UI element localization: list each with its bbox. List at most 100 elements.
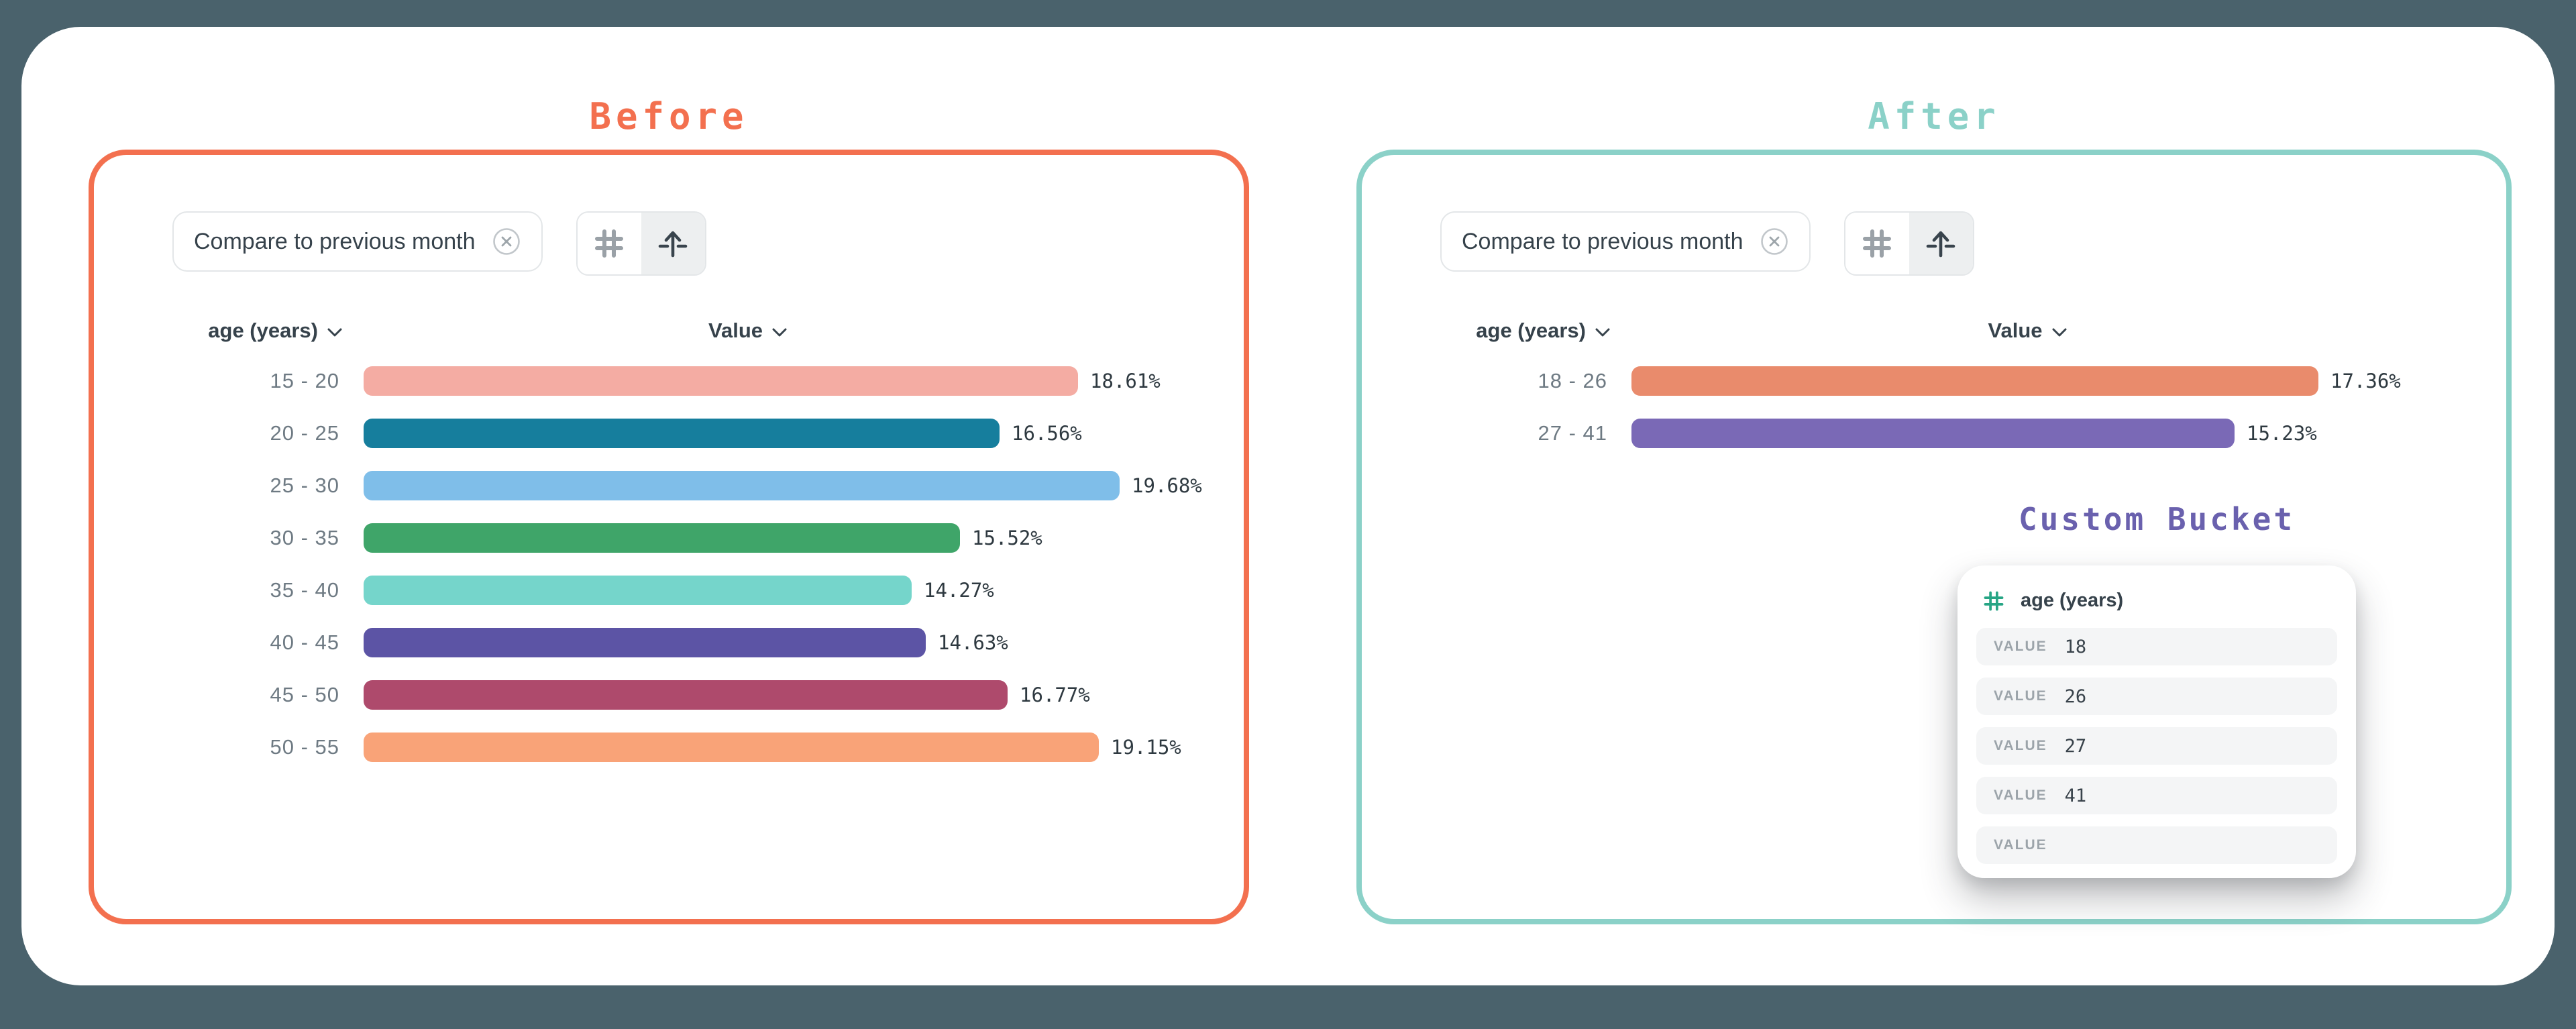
category-label: 20 - 25 [270,421,339,445]
filter-chip[interactable]: Compare to previous month [1440,211,1811,272]
filter-chip[interactable]: Compare to previous month [172,211,543,272]
bar[interactable] [364,680,1008,710]
threshold-arrow-button[interactable] [641,213,705,274]
bar-value-label: 19.68% [1132,474,1202,497]
bar[interactable] [1631,366,2318,396]
value-field-value: 26 [2064,686,2087,707]
bar[interactable] [364,628,926,657]
value-field-label: VALUE [1994,837,2047,853]
threshold-arrow-button[interactable] [1909,213,1973,274]
value-header[interactable]: Value [1631,319,2423,343]
chevron-down-icon [1595,328,1610,337]
category-label: 18 - 26 [1538,369,1607,392]
dimension-header-label: age (years) [208,319,318,342]
bar-row: 15 - 20 18.61% [94,355,1244,407]
category-label: 30 - 35 [270,526,339,549]
value-field-label: VALUE [1994,688,2047,704]
bar-row: 27 - 41 15.23% [1362,407,2506,459]
bar-row: 30 - 35 15.52% [94,512,1244,564]
bar[interactable] [364,523,960,553]
before-toolbar: Compare to previous month [172,211,1244,276]
bar-row: 25 - 30 19.68% [94,459,1244,512]
category-label: 45 - 50 [270,683,339,706]
before-bar-chart: 15 - 20 18.61% 20 - 25 16.56% 25 - 30 19.68% 3… [94,355,1244,773]
bar-row: 50 - 55 19.15% [94,721,1244,773]
dimension-header[interactable]: age (years) [208,319,364,343]
before-chart-header: age (years) Value [94,319,1244,343]
bucket-value-input[interactable]: VALUE 27 [1976,727,2337,765]
value-header-label: Value [708,319,763,342]
value-header-label: Value [1988,319,2043,342]
bar[interactable] [364,419,1000,448]
value-field-value: 18 [2064,636,2087,657]
bar-value-label: 19.15% [1111,736,1181,759]
category-label: 40 - 45 [270,631,339,654]
category-label: 15 - 20 [270,369,339,392]
after-chart-header: age (years) Value [1362,319,2506,343]
custom-bucket-title: Custom Bucket [2018,501,2296,537]
bar-value-label: 14.63% [938,631,1008,654]
category-label: 50 - 55 [270,735,339,759]
bar[interactable] [1631,419,2235,448]
dimension-header[interactable]: age (years) [1476,319,1631,343]
content-card: Before After Compare to previous month [21,27,2555,985]
bar-value-label: 15.23% [2247,422,2317,445]
chevron-down-icon [772,328,787,337]
chevron-down-icon [2052,328,2067,337]
value-field-label: VALUE [1994,788,2047,803]
bucket-field-header: age (years) [1983,590,2337,612]
bar[interactable] [364,576,912,605]
grid-bins-button[interactable] [1845,213,1909,274]
remove-filter-icon[interactable] [492,227,521,256]
after-toolbar: Compare to previous month [1440,211,2506,276]
bucket-field-label: age (years) [2021,590,2124,611]
bucket-mode-toggle-group [576,211,706,276]
bucket-value-input[interactable]: VALUE 18 [1976,628,2337,665]
before-title: Before [589,95,749,138]
bar[interactable] [364,733,1099,762]
bar-row: 20 - 25 16.56% [94,407,1244,459]
custom-bucket-card: age (years) VALUE 18 VALUE 26 VALUE 27 VALUE 41… [1957,565,2356,878]
bar[interactable] [364,471,1120,500]
bar-row: 35 - 40 14.27% [94,564,1244,616]
after-title: After [1868,95,2000,138]
before-panel: Compare to previous month [89,150,1249,924]
bar-value-label: 18.61% [1090,370,1161,392]
bar[interactable] [364,366,1078,396]
filter-chip-label: Compare to previous month [1462,228,1743,254]
bar-area: 15.52% [364,523,1244,553]
value-field-label: VALUE [1994,639,2047,654]
value-field-label: VALUE [1994,738,2047,753]
bar-row: 40 - 45 14.63% [94,616,1244,669]
bar-value-label: 17.36% [2330,370,2401,392]
remove-filter-icon[interactable] [1760,227,1789,256]
bar-area: 16.77% [364,680,1244,710]
bar-area: 16.56% [364,419,1244,448]
bar-area: 18.61% [364,366,1244,396]
bar-area: 17.36% [1631,366,2506,396]
after-panel: Compare to previous month [1356,150,2512,924]
category-label: 27 - 41 [1538,421,1607,445]
bar-value-label: 15.52% [972,527,1042,549]
filter-chip-label: Compare to previous month [194,228,476,254]
value-header[interactable]: Value [364,319,1132,343]
bucket-value-input[interactable]: VALUE 41 [1976,777,2337,814]
bucket-value-rows: VALUE 18 VALUE 26 VALUE 27 VALUE 41 VALUE [1976,628,2337,864]
dimension-header-label: age (years) [1476,319,1586,342]
bucket-value-input[interactable]: VALUE 26 [1976,678,2337,715]
bar-value-label: 16.77% [1020,684,1090,706]
after-bar-chart: 18 - 26 17.36% 27 - 41 15.23% [1362,355,2506,459]
value-field-value: 41 [2064,785,2087,806]
category-label: 35 - 40 [270,578,339,602]
bucket-value-input[interactable]: VALUE [1976,826,2337,864]
bucket-mode-toggle-group [1843,211,1974,276]
bar-value-label: 14.27% [924,579,994,602]
chevron-down-icon [327,328,342,337]
bar-row: 18 - 26 17.36% [1362,355,2506,407]
bar-area: 19.15% [364,733,1244,762]
value-field-value: 27 [2064,735,2087,757]
grid-bins-button[interactable] [577,213,641,274]
numeric-field-icon [1983,590,2004,612]
category-label: 25 - 30 [270,474,339,497]
bar-area: 15.23% [1631,419,2506,448]
